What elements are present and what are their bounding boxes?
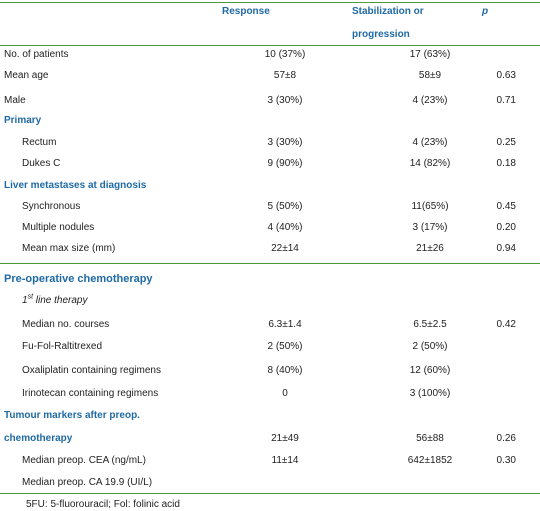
cell: 0 <box>282 388 288 399</box>
cell: 0.26 <box>496 433 516 444</box>
header-p: p <box>482 6 489 17</box>
row-label: Multiple nodules <box>22 222 95 233</box>
cell: 21±26 <box>416 243 444 254</box>
label-part: st <box>27 293 34 301</box>
cell: 2 (50%) <box>267 341 303 352</box>
cell: 642±1852 <box>407 455 453 466</box>
header-stabilization: Stabilization or <box>352 6 424 17</box>
cell: 17 (63%) <box>409 49 451 60</box>
cell: 3 (17%) <box>412 222 448 233</box>
footnote: 5FU: 5-fluorouracil; Fol: folinic acid <box>26 499 180 510</box>
cell: 4 (40%) <box>267 222 303 233</box>
rule <box>0 45 540 46</box>
cell: 0.18 <box>496 158 516 169</box>
cell: 22±14 <box>271 243 299 254</box>
cell: 0.25 <box>496 137 516 148</box>
cell: 3 (30%) <box>267 95 303 106</box>
row-label: Dukes C <box>22 158 61 169</box>
row-label: Oxaliplatin containing regimens <box>22 365 161 376</box>
cell: 11±14 <box>271 455 299 466</box>
rule <box>0 493 540 494</box>
cell: 0.20 <box>496 222 516 233</box>
row-label: Tumour markers after preop. <box>4 410 140 421</box>
cell: 12 (60%) <box>409 365 451 376</box>
row-label: Pre-operative chemotherapy <box>4 273 153 285</box>
cell: 5 (50%) <box>267 201 303 212</box>
row-label: Median preop. CEA (ng/mL) <box>22 455 146 466</box>
cell: 0.42 <box>496 319 516 330</box>
row-label: Mean age <box>4 70 49 81</box>
cell: 6.3±1.4 <box>268 319 302 330</box>
cell: 2 (50%) <box>412 341 448 352</box>
cell: 57±8 <box>273 70 297 81</box>
rule <box>0 2 540 3</box>
cell: 8 (40%) <box>267 365 303 376</box>
cell: 10 (37%) <box>264 49 306 60</box>
cell: 0.94 <box>496 243 516 254</box>
row-label: Synchronous <box>22 201 81 212</box>
row-label: 1st line therapy <box>22 293 88 307</box>
label-part: line therapy <box>33 295 88 306</box>
cell: 14 (82%) <box>409 158 451 169</box>
cell: 9 (90%) <box>267 158 303 169</box>
row-label: Irinotecan containing regimens <box>22 388 159 399</box>
label-part: 1 <box>22 295 28 306</box>
cell: 0.63 <box>496 70 516 81</box>
header-response: Response <box>222 6 270 17</box>
cell: 3 (30%) <box>267 137 303 148</box>
row-label: Rectum <box>22 137 57 148</box>
cell: 58±9 <box>418 70 442 81</box>
cell: 21±49 <box>271 433 299 444</box>
cell: 4 (23%) <box>412 137 448 148</box>
cell: 0.71 <box>496 95 516 106</box>
row-label: No. of patients <box>4 49 69 60</box>
cell: 0.45 <box>496 201 516 212</box>
row-label: Male <box>4 95 26 106</box>
cell: 6.5±2.5 <box>413 319 447 330</box>
cell: 0.30 <box>496 455 516 466</box>
header-stabilization: progression <box>352 29 410 40</box>
cell: 56±88 <box>416 433 444 444</box>
row-label: Primary <box>4 115 42 126</box>
row-label: Liver metastases at diagnosis <box>4 180 147 191</box>
row-label: Median no. courses <box>22 319 110 330</box>
cell: 4 (23%) <box>412 95 448 106</box>
row-label: Median preop. CA 19.9 (UI/L) <box>22 477 153 488</box>
cell: 3 (100%) <box>409 388 451 399</box>
row-label: Fu-Fol-Raltitrexed <box>22 341 103 352</box>
rule <box>0 263 540 264</box>
row-label: Mean max size (mm) <box>22 243 116 254</box>
cell: 11(65%) <box>411 201 449 212</box>
row-label: chemotherapy <box>4 433 73 444</box>
